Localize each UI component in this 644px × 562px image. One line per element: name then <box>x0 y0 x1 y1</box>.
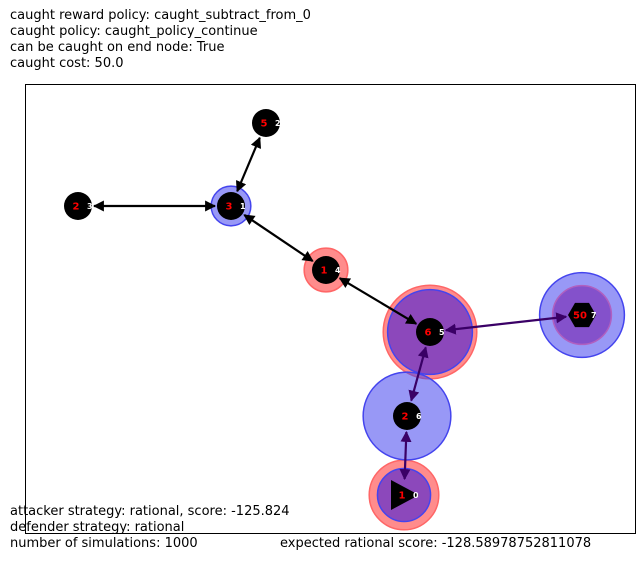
node-id-label: 2 <box>275 119 281 128</box>
node-reward-label: 1 <box>399 491 406 502</box>
node-7: 50 7 <box>568 302 597 328</box>
strategy-info: attacker strategy: rational, score: -125… <box>10 504 290 552</box>
edges <box>92 136 568 481</box>
node-circle <box>217 192 245 220</box>
node-id-label: 7 <box>591 311 597 320</box>
caught-policy: caught policy: caught_policy_continue <box>10 24 258 39</box>
node-id-label: 1 <box>240 202 246 211</box>
node-circle <box>393 402 421 430</box>
plot-frame <box>25 84 636 534</box>
node-id-label: 5 <box>439 328 445 337</box>
node-reward-label: 1 <box>321 266 328 277</box>
can-be-caught-on-end-node: can be caught on end node: True <box>10 40 225 55</box>
node-id-label: 6 <box>416 412 422 421</box>
node-id-label: 0 <box>413 491 419 500</box>
node-circle <box>416 318 444 346</box>
edge-1-4 <box>243 214 314 262</box>
node-circle <box>252 109 280 137</box>
edge-5-6 <box>408 346 429 402</box>
start-node-triangle <box>391 480 419 510</box>
target-node-hexagon <box>568 302 596 328</box>
node-reward-label: 6 <box>425 328 432 339</box>
attacker-strategy: attacker strategy: rational, score: -125… <box>10 504 290 519</box>
node-reward-label: 3 <box>226 202 233 213</box>
expected-score: expected rational score: -128.5897875281… <box>280 536 592 551</box>
node-reward-label: 2 <box>73 202 80 213</box>
probability-circles <box>210 185 626 531</box>
edge-4-5 <box>338 277 418 325</box>
edge-2-1 <box>235 136 262 193</box>
node-reward-label: 5 <box>261 119 268 130</box>
caught-cost: caught cost: 50.0 <box>10 56 124 71</box>
edge-6-0 <box>399 430 412 481</box>
game-config-info: caught reward policy: caught_subtract_fr… <box>10 8 311 72</box>
number-of-simulations: number of simulations: 1000 <box>10 536 198 551</box>
node-circle <box>312 256 340 284</box>
node-reward-label: 50 <box>573 311 587 322</box>
edge-5-7 <box>444 312 568 335</box>
node-circle <box>64 192 92 220</box>
node-id-label: 3 <box>87 202 93 211</box>
node-reward-label: 2 <box>402 412 409 423</box>
caught-reward-policy: caught reward policy: caught_subtract_fr… <box>10 8 311 23</box>
defender-strategy: defender strategy: rational <box>10 520 185 535</box>
node-id-label: 4 <box>335 266 341 275</box>
nodes: 1 03 15 22 31 46 52 650 7 <box>64 109 597 510</box>
